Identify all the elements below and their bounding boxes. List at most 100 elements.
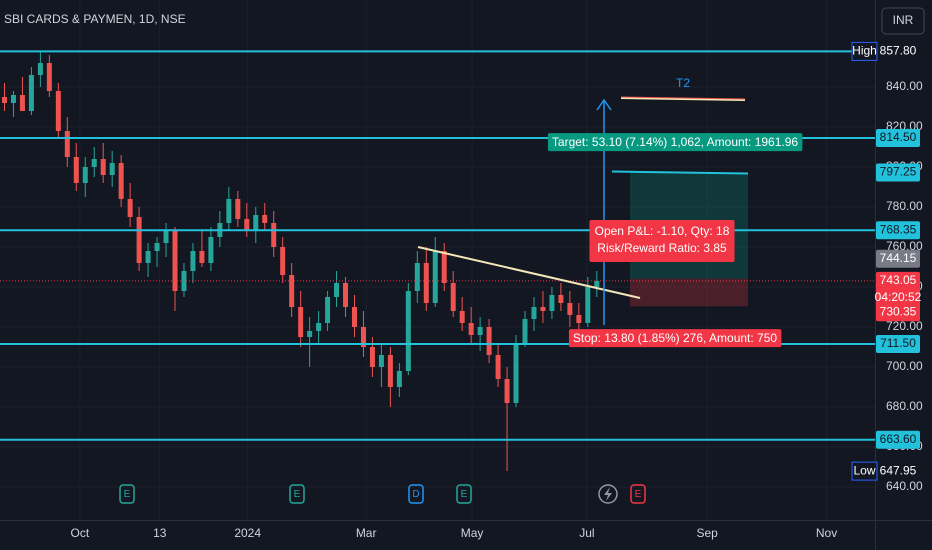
level-badge-label: 711.50: [880, 336, 916, 350]
candle-body: [396, 371, 402, 387]
candle-body: [208, 237, 214, 263]
candle-body: [387, 355, 393, 387]
y-tick-label: 780.00: [886, 199, 923, 213]
level-badge: [876, 430, 920, 449]
countdown-badge: [876, 288, 920, 307]
loss-zone: [630, 278, 748, 307]
candle-body: [55, 91, 61, 131]
low-badge-label: 647.95: [880, 463, 917, 477]
candle-body: [172, 231, 178, 291]
x-tick-label: Oct: [71, 526, 90, 540]
candle-body: [414, 263, 420, 291]
candle-body: [19, 95, 25, 111]
candle-body: [289, 275, 295, 307]
currency[interactable]: INR: [893, 13, 914, 27]
level-badge: [876, 129, 920, 147]
candle-body: [271, 223, 277, 247]
last-price-badge: [876, 271, 920, 290]
chart-title: SBI CARDS & PAYMEN, 1D, NSE: [4, 12, 186, 26]
entry-badge: [876, 249, 920, 268]
high-tag-label: High: [852, 44, 877, 58]
candle-body: [64, 131, 70, 157]
candle-body: [334, 283, 340, 297]
level-badge-label: 857.80: [880, 44, 917, 58]
x-tick-label: 2024: [234, 526, 261, 540]
candle-body: [118, 163, 124, 199]
level-badge: [876, 42, 920, 61]
event-label: E: [635, 489, 642, 500]
x-tick-label: Sep: [696, 526, 718, 540]
currency-button[interactable]: [881, 7, 925, 35]
candle-body: [432, 251, 438, 303]
target-line: [620, 96, 746, 100]
candle-body: [145, 251, 151, 263]
candle-body: [495, 355, 501, 379]
pnl-label-bg: [589, 220, 735, 262]
stop-label: Stop: 13.80 (1.85%) 276, Amount: 750: [573, 331, 777, 345]
pnl-label: Open P&L: -1.10, Qty: 18: [595, 224, 730, 238]
event-icon: [408, 484, 424, 504]
event-label: E: [124, 489, 131, 500]
y-tick-label: 680.00: [886, 399, 923, 413]
y-tick-label: 700.00: [886, 359, 923, 373]
candle-body: [280, 247, 286, 275]
candle-body: [163, 231, 169, 243]
y-tick-label: 840.00: [886, 79, 923, 93]
candle-body: [423, 263, 429, 303]
y-tick-label: 720.00: [886, 319, 923, 333]
candle-body: [459, 311, 465, 323]
candle-body: [325, 297, 331, 323]
candle-body: [316, 323, 322, 331]
candle-body: [351, 307, 357, 327]
event-icon: [630, 484, 646, 504]
dividend-bolt: [604, 487, 612, 501]
low-tag-label: Low: [853, 463, 875, 477]
candle-body: [531, 307, 537, 319]
y-tick-label: 640.00: [886, 479, 923, 493]
event-label: E: [461, 489, 468, 500]
pnl-label: Risk/Reward Ratio: 3.85: [597, 241, 727, 255]
candle-body: [109, 163, 115, 175]
candle-body: [235, 199, 241, 219]
candle-body: [540, 307, 546, 311]
x-tick-label: May: [461, 526, 484, 540]
event-icon: [289, 484, 305, 504]
arrow-head: [596, 98, 612, 111]
candle-body: [360, 327, 366, 347]
candle-body: [127, 199, 133, 217]
candle-body: [343, 283, 349, 307]
high-tag: [851, 41, 878, 61]
candle-body: [136, 217, 142, 263]
candle-body: [46, 63, 52, 91]
candle-body: [253, 215, 259, 231]
x-tick-label: Nov: [816, 526, 837, 540]
candle-body: [558, 295, 564, 303]
x-tick-label: 13: [153, 526, 167, 540]
candle-body: [37, 63, 43, 75]
stop-label-bg: [568, 329, 782, 348]
candle-body: [486, 327, 492, 355]
y-tick-label: 760.00: [886, 239, 923, 253]
candle-body: [226, 199, 232, 223]
candle-body: [549, 295, 555, 311]
candle-body: [477, 327, 483, 335]
event-icon: [456, 484, 472, 504]
candle-body: [199, 251, 205, 263]
candle-body: [91, 159, 97, 167]
trend-line: [417, 246, 641, 299]
candle-body: [369, 347, 375, 367]
last-price-badge-label: 743.05: [880, 273, 917, 287]
candle-body: [468, 323, 474, 335]
candle-body: [1, 97, 7, 103]
level-badge: [876, 221, 920, 240]
level-badge-label: 663.60: [880, 432, 917, 446]
target-badge: [876, 163, 920, 182]
candle-body: [378, 355, 384, 367]
candle-body: [450, 283, 456, 311]
candle-body: [82, 167, 88, 183]
candle-body: [73, 157, 79, 183]
stop-badge-label: 730.35: [880, 304, 917, 318]
candle-body: [585, 287, 591, 323]
